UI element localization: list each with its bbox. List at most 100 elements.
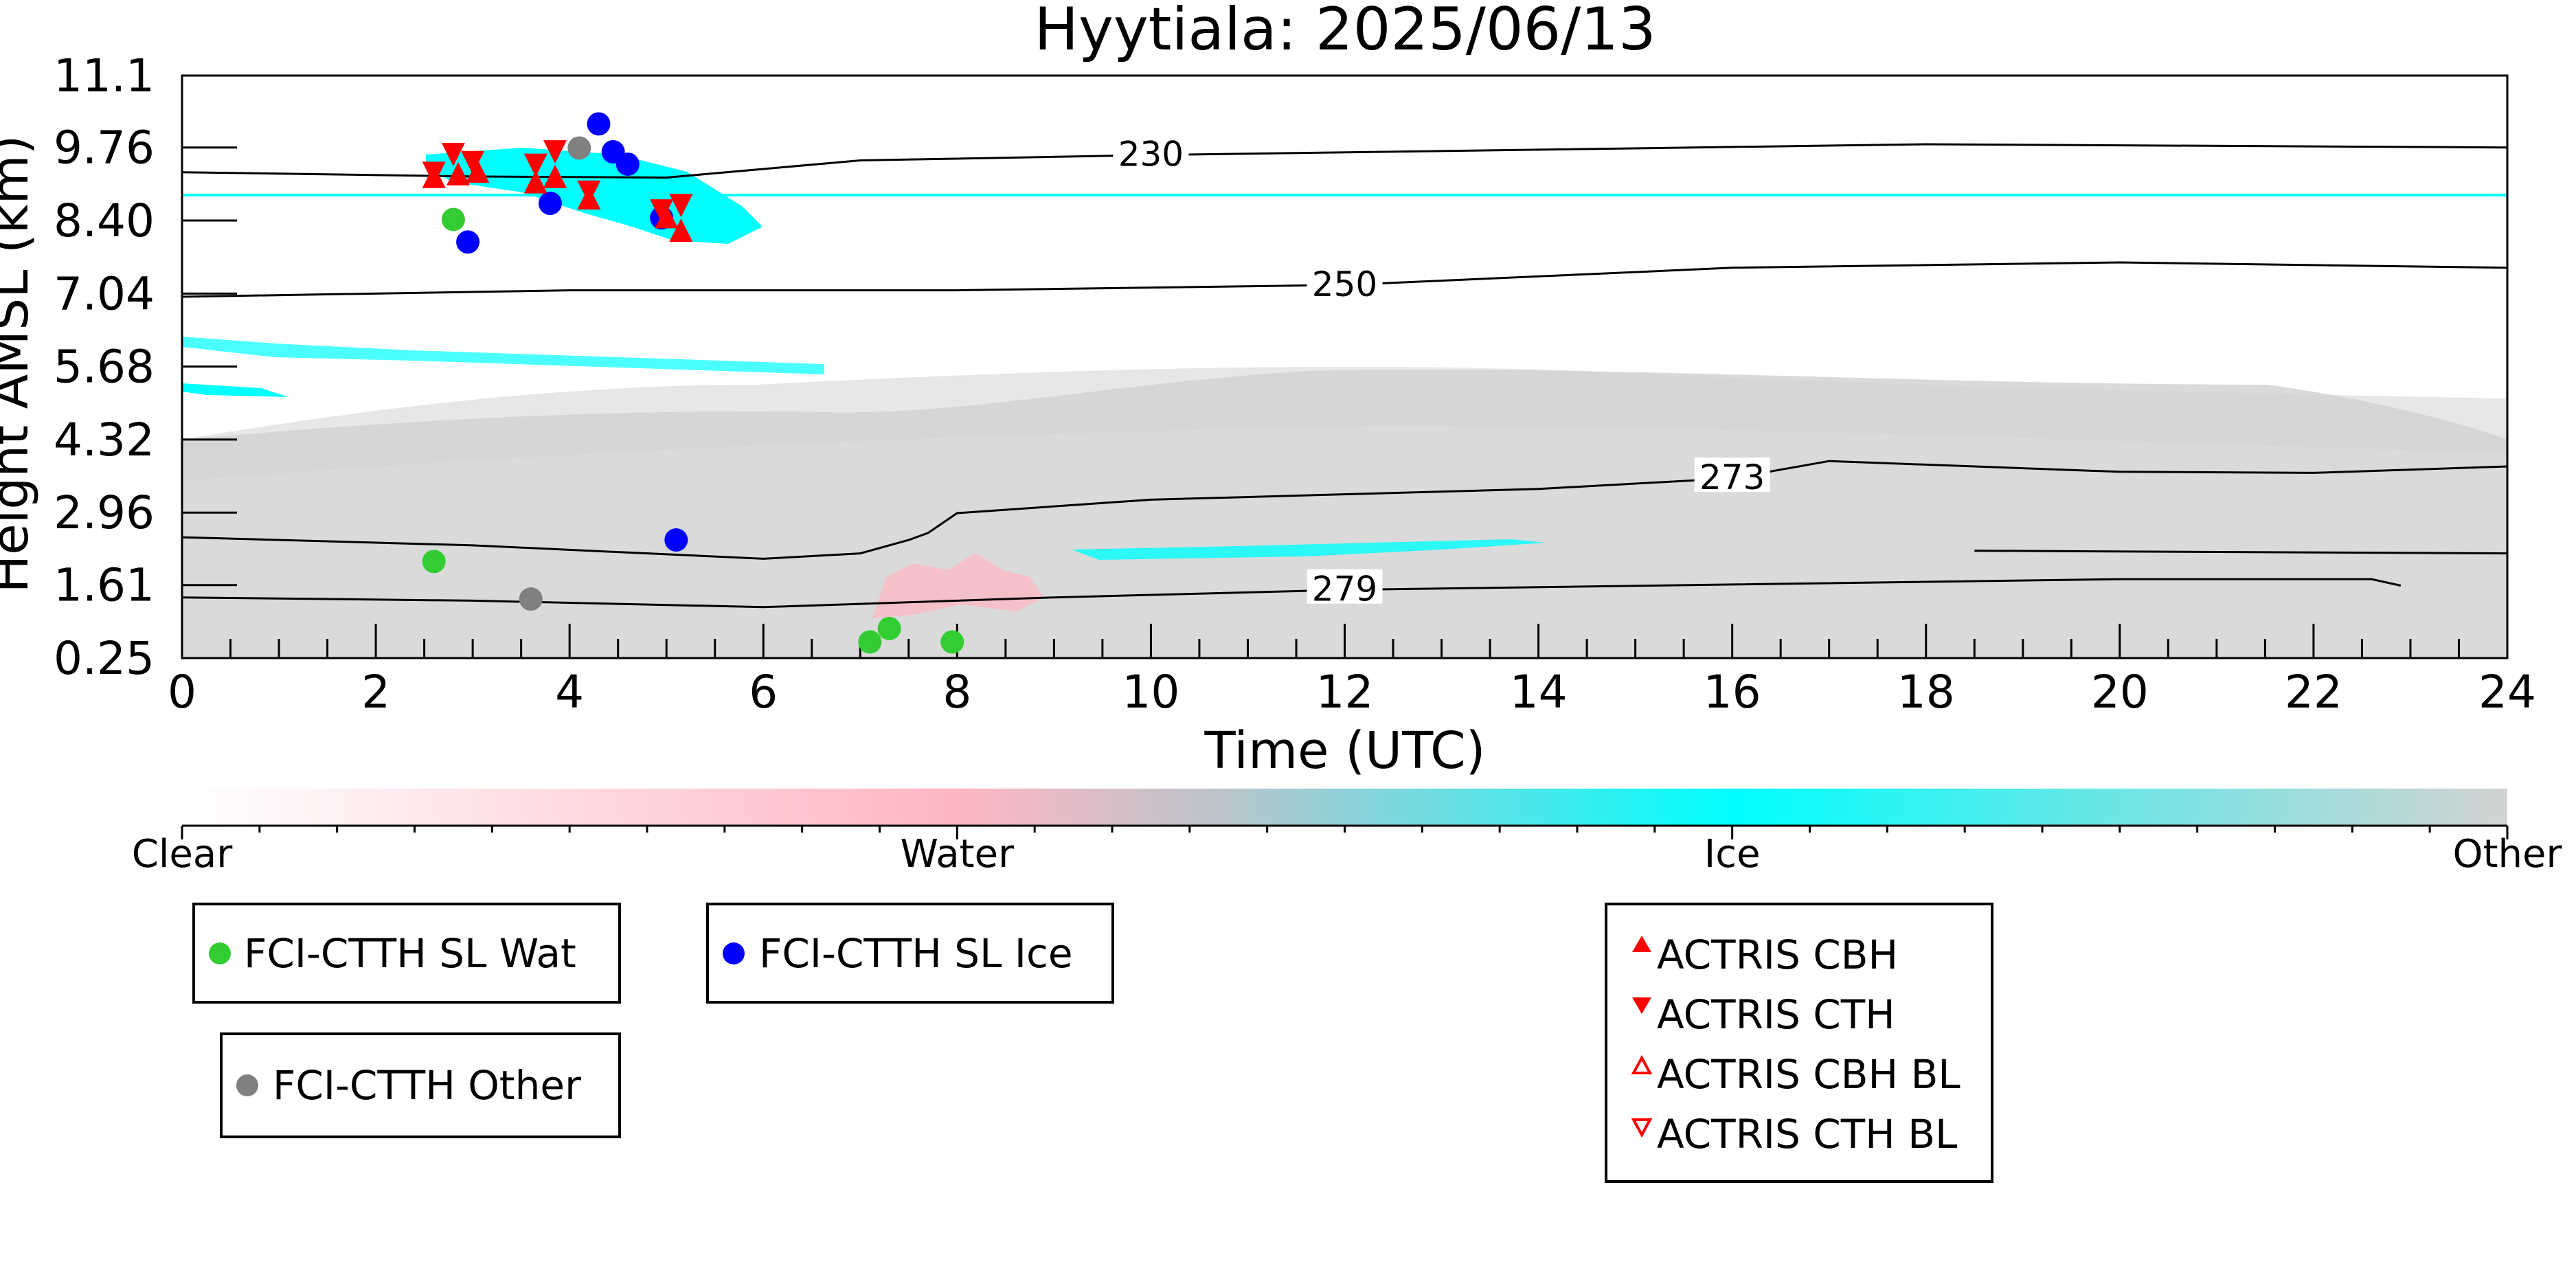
legend-box <box>1605 903 1993 1183</box>
data-points <box>422 112 964 654</box>
y-tick-label: 7.04 <box>54 267 155 320</box>
x-axis-label: Time (UTC) <box>1204 721 1485 780</box>
data-point <box>577 180 601 204</box>
y-tick-label: 9.76 <box>54 122 155 174</box>
data-point <box>940 630 964 654</box>
other-region-upper <box>182 366 2507 481</box>
triangle-down-icon <box>1632 997 1651 1014</box>
data-point <box>543 140 567 164</box>
colorbar: Clear Water Ice Other <box>132 789 2563 877</box>
classification-field <box>182 148 2507 658</box>
x-tick-label: 22 <box>2285 666 2342 719</box>
data-point <box>615 152 640 176</box>
data-point <box>441 143 465 167</box>
data-point <box>543 164 567 188</box>
x-tick-label: 24 <box>2478 666 2536 719</box>
contour-label: 273 <box>1699 457 1765 497</box>
data-point <box>446 161 470 185</box>
data-point <box>461 150 485 174</box>
colorbar-ticks <box>181 826 2509 839</box>
data-point <box>519 587 543 611</box>
legend-label-actris-cth: ACTRIS CTH <box>1657 991 1895 1038</box>
x-tick-label: 0 <box>168 666 196 719</box>
x-tick-label: 4 <box>555 666 584 719</box>
colorbar-label: Ice <box>1704 832 1761 877</box>
x-tick-label: 10 <box>1122 666 1179 719</box>
y-axis-ticks: 0.25 1.61 2.96 4.32 5.68 7.04 8.40 9.76 11.1 <box>54 49 237 685</box>
x-tick-label: 2 <box>361 666 390 719</box>
y-tick-label: 4.32 <box>54 414 155 466</box>
chart-title: Hyytiala: 2025/06/13 <box>1034 0 1656 64</box>
data-point <box>664 528 688 552</box>
legend-label-other: FCI-CTTH Other <box>273 1062 581 1109</box>
y-tick-label: 11.1 <box>54 49 155 102</box>
data-point <box>523 153 547 177</box>
y-tick-label: 5.68 <box>54 341 155 394</box>
legend-label-actris-cbh-bl: ACTRIS CBH BL <box>1657 1051 1961 1098</box>
data-point <box>441 207 465 231</box>
y-tick-label: 0.25 <box>54 632 155 685</box>
triangle-up-icon <box>1632 936 1651 952</box>
data-point <box>538 192 562 216</box>
data-point <box>422 161 446 185</box>
data-point <box>650 199 674 223</box>
triangle-up-open-icon <box>1631 1054 1653 1074</box>
legend-sl-wat: FCI-CTTH SL Wat <box>192 903 621 1004</box>
ice-patch-upper <box>426 148 762 244</box>
contour-label-bg <box>1307 264 1383 299</box>
data-point <box>422 550 446 574</box>
contour-label-bg <box>1694 457 1770 493</box>
data-point <box>466 159 490 183</box>
contour-line <box>181 532 929 560</box>
contour-line <box>1974 550 2508 555</box>
data-point <box>877 617 901 641</box>
contour-line <box>181 143 2508 179</box>
other-marker-icon <box>236 1074 258 1096</box>
data-point <box>669 194 693 218</box>
x-axis-ticks: 0 2 4 6 8 10 12 14 16 18 20 22 24 <box>168 624 2536 719</box>
legend-box <box>220 1032 621 1138</box>
x-tick-label: 8 <box>942 666 971 719</box>
colorbar-labels: Clear Water Ice Other <box>132 832 2563 877</box>
ice-marker-icon <box>723 942 745 964</box>
data-point <box>567 136 591 160</box>
data-point <box>523 170 547 194</box>
colorbar-gradient <box>182 789 2507 826</box>
x-tick-label: 14 <box>1510 666 1568 719</box>
x-tick-label: 16 <box>1704 666 1761 719</box>
legend-sl-ice: FCI-CTTH SL Ice <box>706 903 1114 1004</box>
legend-label-sl-wat: FCI-CTTH SL Wat <box>244 930 576 977</box>
data-point <box>669 218 693 242</box>
data-point <box>858 630 882 654</box>
ice-patch-left <box>182 383 289 397</box>
colorbar-label: Other <box>2452 832 2562 877</box>
legend-label-actris-cbh: ACTRIS CBH <box>1657 931 1898 978</box>
x-tick-label: 6 <box>749 666 778 719</box>
temperature-contours: 230 250 273 279 <box>181 134 2508 609</box>
x-tick-label: 20 <box>2091 666 2149 719</box>
y-tick-label: 8.40 <box>54 194 155 247</box>
y-tick-label: 2.96 <box>54 486 155 539</box>
data-point <box>456 230 480 254</box>
colorbar-label: Clear <box>132 832 233 877</box>
data-point <box>587 112 611 136</box>
x-tick-label: 12 <box>1316 666 1374 719</box>
legend-other: FCI-CTTH Other <box>220 1032 621 1138</box>
legend-box <box>706 903 1114 1004</box>
wat-marker-icon <box>209 942 231 964</box>
contour-label: 250 <box>1312 264 1377 304</box>
contour-label-bg <box>1307 569 1383 604</box>
y-axis-label: Height AMSL (km) <box>0 135 40 593</box>
contour-label: 279 <box>1312 569 1377 609</box>
legend-label-sl-ice: FCI-CTTH SL Ice <box>759 930 1073 977</box>
data-point <box>655 205 679 229</box>
y-tick-label: 1.61 <box>54 559 155 612</box>
legend-box <box>192 903 621 1004</box>
ice-layer-line <box>182 194 2507 196</box>
legend-actris: ACTRIS CBH ACTRIS CTH ACTRIS CBH BL ACTR… <box>1605 903 1993 1183</box>
ice-patch-mid <box>182 337 824 374</box>
triangle-down-open-icon <box>1631 1118 1653 1138</box>
legend-label-actris-cth-bl: ACTRIS CTH BL <box>1657 1111 1957 1157</box>
ice-patch-low <box>1072 539 1546 560</box>
